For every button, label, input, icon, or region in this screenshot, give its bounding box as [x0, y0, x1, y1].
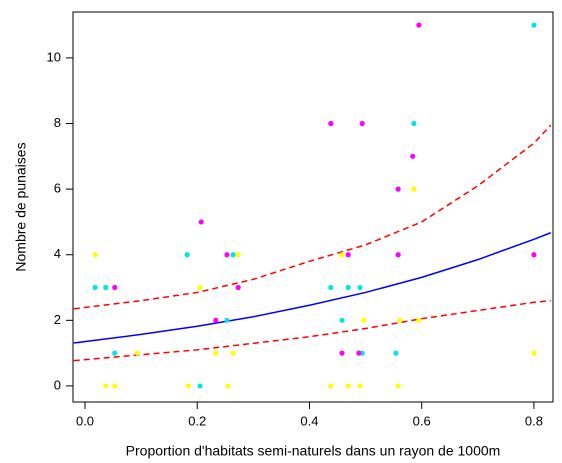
data-point: [328, 284, 334, 291]
y-tick-label: 2: [54, 312, 61, 327]
confidence-line: [73, 299, 551, 362]
data-point: [410, 153, 416, 159]
x-tick-label: 0.0: [76, 413, 94, 428]
data-point: [197, 284, 203, 291]
data-point: [339, 350, 345, 356]
data-point: [112, 383, 118, 389]
data-point: [397, 317, 403, 323]
data-point: [359, 120, 365, 127]
data-point: [416, 317, 422, 323]
x-tick-label: 0.6: [413, 413, 431, 428]
data-point: [184, 252, 190, 258]
data-point: [103, 284, 109, 291]
lines-layer: [73, 124, 552, 362]
data-point: [531, 350, 537, 356]
y-tick-label: 10: [47, 49, 61, 64]
data-point: [328, 120, 334, 127]
x-tick-label: 0.4: [300, 413, 318, 428]
data-point: [395, 383, 401, 389]
data-point: [134, 350, 140, 356]
x-tick-label: 0.8: [525, 413, 543, 428]
data-point: [345, 252, 351, 258]
data-point: [112, 350, 118, 356]
data-point: [393, 350, 399, 356]
data-point: [213, 350, 219, 356]
data-point: [357, 284, 363, 291]
data-point: [531, 22, 537, 28]
y-tick-label: 0: [54, 377, 61, 392]
data-point: [345, 284, 351, 291]
data-point: [197, 383, 203, 389]
data-point: [224, 317, 230, 323]
data-point: [235, 284, 241, 291]
data-point: [395, 252, 401, 258]
data-point: [411, 186, 417, 192]
y-tick-label: 8: [54, 115, 61, 130]
data-point: [356, 350, 362, 356]
data-point: [185, 383, 191, 389]
data-point: [339, 252, 345, 258]
data-point: [235, 252, 241, 258]
x-axis-title: Proportion d'habitats semi-naturels dans…: [126, 443, 501, 459]
data-point: [357, 383, 363, 389]
data-point: [112, 284, 118, 291]
data-point: [531, 252, 537, 258]
data-point: [416, 22, 422, 28]
fit-line: [73, 232, 552, 344]
data-point: [339, 317, 345, 323]
data-point: [345, 383, 351, 389]
data-point: [230, 350, 236, 356]
data-point: [361, 317, 367, 323]
y-tick-label: 4: [54, 246, 61, 261]
x-tick-label: 0.2: [188, 413, 206, 428]
data-point: [224, 252, 230, 258]
confidence-line: [73, 124, 552, 310]
data-point: [230, 252, 236, 258]
data-point: [225, 383, 231, 389]
data-point: [411, 120, 417, 127]
y-tick-label: 6: [54, 181, 61, 196]
data-point: [213, 317, 219, 323]
data-point: [92, 284, 98, 291]
data-point: [328, 383, 334, 389]
plot-frame: [72, 11, 554, 403]
data-point: [395, 186, 401, 192]
data-point: [198, 219, 204, 225]
y-axis-title: Nombre de punaises: [13, 142, 29, 271]
data-point: [92, 252, 98, 258]
data-point: [103, 383, 109, 389]
